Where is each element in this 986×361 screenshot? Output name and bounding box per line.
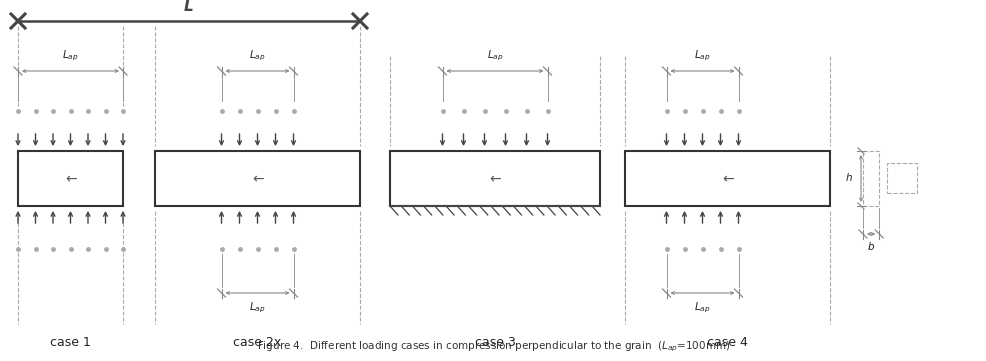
Text: $L_{ap}$: $L_{ap}$ — [693, 301, 710, 316]
Text: $L_{ap}$: $L_{ap}$ — [693, 49, 710, 63]
Text: $L_{ap}$: $L_{ap}$ — [62, 49, 79, 63]
Text: $\leftarrow$: $\leftarrow$ — [249, 171, 265, 186]
Text: h: h — [845, 174, 851, 183]
Text: Figure 4.  Different loading cases in compression perpendicular to the grain  ($: Figure 4. Different loading cases in com… — [256, 339, 730, 354]
Bar — [18, 151, 123, 206]
Text: $\leftarrow$: $\leftarrow$ — [719, 171, 735, 186]
Bar — [155, 151, 360, 206]
Text: $\leftarrow$: $\leftarrow$ — [487, 171, 502, 186]
Text: case 2x: case 2x — [233, 336, 281, 349]
Text: $L_{ap}$: $L_{ap}$ — [249, 301, 265, 316]
Text: b: b — [867, 242, 874, 252]
Text: case 3: case 3 — [474, 336, 515, 349]
Text: case 1: case 1 — [50, 336, 91, 349]
Bar — [624, 151, 829, 206]
Text: L: L — [184, 0, 193, 14]
Text: $L_{ap}$: $L_{ap}$ — [249, 49, 265, 63]
Bar — [862, 151, 879, 206]
Text: $\leftarrow$: $\leftarrow$ — [63, 171, 78, 186]
Text: case 4: case 4 — [706, 336, 747, 349]
Bar — [389, 151, 599, 206]
Text: $L_{ap}$: $L_{ap}$ — [486, 49, 503, 63]
Bar — [886, 164, 916, 193]
